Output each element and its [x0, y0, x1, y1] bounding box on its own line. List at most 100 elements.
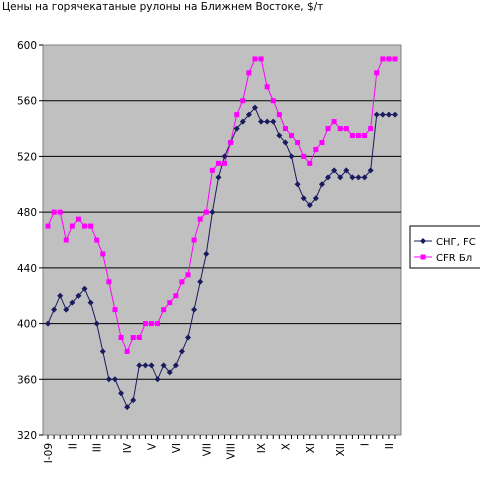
legend-label-1: CFR Бл: [436, 253, 472, 264]
series-1-point: [51, 209, 57, 215]
series-1-point: [191, 237, 197, 243]
series-1-point: [374, 70, 380, 76]
x-tick-label-3: IV: [122, 442, 134, 453]
series-0-point: [221, 153, 228, 160]
series-0-point: [99, 348, 106, 355]
x-tick-label-6: VII: [201, 443, 213, 456]
series-1-point: [88, 223, 94, 229]
series-0-point: [51, 306, 58, 313]
y-tick-label-560: 560: [17, 96, 37, 108]
x-tick-label-5: VI: [171, 443, 183, 453]
series-0-point: [294, 181, 301, 188]
series-1-point: [228, 140, 234, 145]
x-tick-label-9: X: [280, 443, 292, 450]
series-0-point: [379, 111, 386, 118]
legend-marker-0: [420, 238, 426, 244]
series-1-point: [112, 307, 118, 313]
y-tick-label-320: 320: [17, 430, 37, 442]
x-tick-label-0: I-09: [43, 443, 55, 463]
series-0-point: [349, 174, 356, 181]
series-line-0: [47, 106, 395, 409]
series-1-point: [209, 167, 215, 173]
x-tick-label-2: III: [92, 443, 104, 452]
x-tick-label-11: XII: [335, 443, 347, 456]
series-1-point: [167, 300, 173, 306]
series-0-point: [215, 174, 222, 181]
x-tick-label-13: II: [384, 443, 396, 449]
series-0-point: [142, 362, 149, 369]
x-tick-label-8: IX: [256, 443, 268, 453]
series-1-point: [94, 237, 100, 243]
series-0-point: [75, 292, 82, 299]
series-0-point: [282, 139, 289, 146]
series-0-point: [57, 292, 64, 299]
y-tick-label-480: 480: [17, 207, 37, 219]
series-1-point: [282, 126, 288, 132]
chart-title: Цены на горячекатаные рулоны на Ближнем …: [2, 1, 324, 13]
x-tick-label-1: II: [67, 443, 79, 449]
series-0-point: [385, 111, 392, 118]
series-1-point: [258, 56, 264, 62]
series-1-point: [63, 237, 69, 243]
y-axis: 320 360 400 440 480 520 560 600: [17, 40, 43, 442]
series-1-point: [343, 126, 349, 132]
series-1-point: [130, 335, 136, 340]
x-tick-label-12: I: [360, 443, 372, 446]
series-1-point: [45, 223, 51, 229]
series-0-point: [87, 299, 94, 306]
series-1-point: [142, 321, 148, 327]
series-1-point: [386, 56, 392, 62]
series-0-point: [343, 167, 350, 174]
series-0-point: [63, 306, 70, 313]
series-1-point: [234, 112, 240, 118]
series-1-point: [240, 98, 246, 104]
series-1-point: [380, 56, 386, 62]
x-tick-label-4: V: [146, 442, 158, 450]
series-1-point: [106, 279, 112, 285]
series-0-point: [239, 118, 246, 125]
series-0-point: [312, 195, 319, 202]
series-0-point: [264, 118, 271, 125]
y-tick-label-360: 360: [17, 374, 37, 386]
series-1-point: [307, 160, 313, 166]
series-1-point: [313, 146, 319, 152]
series-1-point: [331, 119, 337, 125]
series-1-point: [75, 216, 81, 222]
series-1-point: [289, 133, 295, 139]
series-1-point: [252, 56, 258, 62]
series-0-point: [45, 320, 51, 327]
plot-area: [42, 44, 402, 436]
series-0-point: [325, 174, 332, 181]
series-1-point: [392, 56, 398, 62]
series-0-point: [245, 111, 252, 118]
series-0-point: [166, 369, 173, 376]
series-0-point: [124, 404, 131, 411]
legend-label-0: СНГ, FC: [436, 237, 476, 248]
series-0-point: [154, 376, 161, 383]
y-tick-label-440: 440: [17, 263, 37, 275]
series-0-point: [355, 174, 362, 181]
series-0-point: [93, 320, 100, 327]
series-0-point: [300, 195, 307, 202]
series-0-point: [136, 362, 143, 369]
series-0-point: [233, 125, 240, 132]
series-0-point: [373, 111, 380, 118]
y-tick-label-600: 600: [17, 40, 37, 52]
series-0-point: [337, 174, 344, 181]
series-0-point: [105, 376, 112, 383]
x-axis: I-09 II III IV V VI VII VIII IX X XI XII I II: [43, 435, 396, 463]
series-1-point: [161, 307, 167, 313]
series-1-point: [100, 251, 106, 257]
series-1-point: [222, 160, 228, 166]
y-tick-label-520: 520: [17, 151, 37, 163]
series-1-point: [173, 293, 179, 299]
y-tick-label-400: 400: [17, 319, 37, 331]
series-1-point: [270, 98, 276, 104]
series-0-point: [276, 132, 283, 139]
series-0-point: [160, 362, 167, 369]
series-1-point: [118, 335, 124, 340]
series-line-1: [47, 58, 395, 353]
series-1-point: [355, 133, 361, 139]
series-0-point: [270, 118, 277, 125]
